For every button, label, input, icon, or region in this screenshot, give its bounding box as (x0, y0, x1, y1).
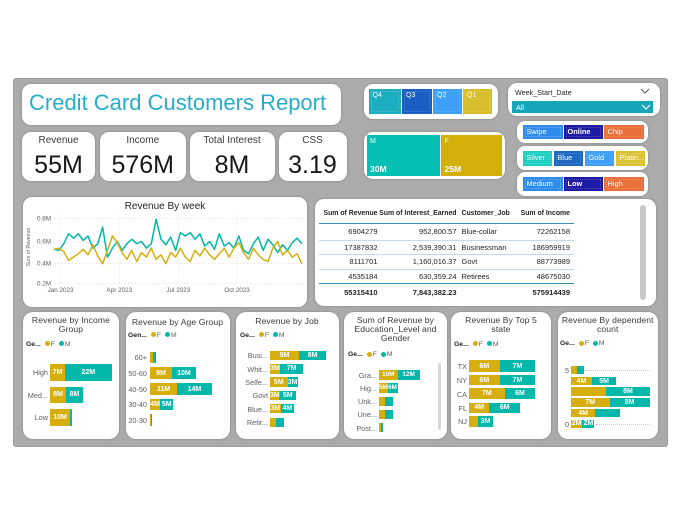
svg-text:Oct 2023: Oct 2023 (224, 287, 250, 294)
svg-text:Apr 2023: Apr 2023 (107, 287, 133, 294)
svg-text:0.2M: 0.2M (37, 281, 51, 288)
svg-text:0.8M: 0.8M (37, 216, 51, 223)
svg-text:Jan 2023: Jan 2023 (48, 287, 74, 294)
svg-text:0.4M: 0.4M (37, 261, 51, 268)
svg-text:Jul 2023: Jul 2023 (166, 287, 190, 294)
svg-text:0.6M: 0.6M (37, 238, 51, 245)
